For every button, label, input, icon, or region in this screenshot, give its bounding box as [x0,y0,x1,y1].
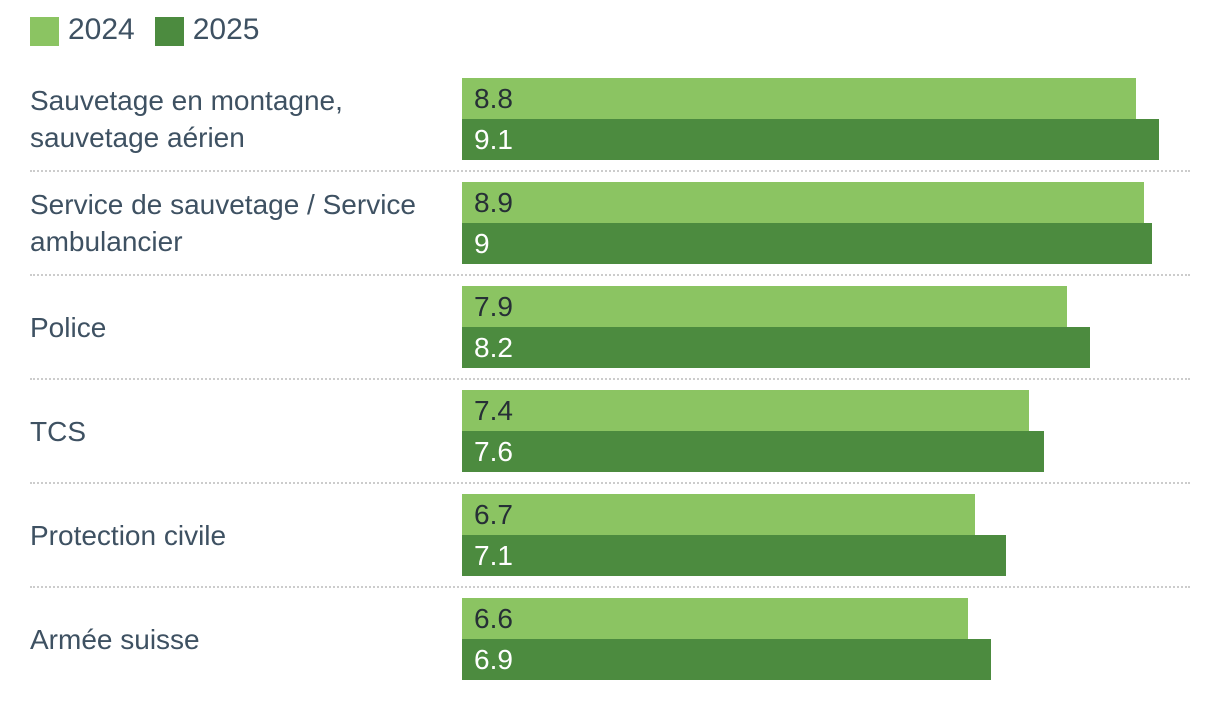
bar-2024: 6.6 [462,598,968,639]
bar-value-label: 8.2 [474,331,513,363]
bar-value-label: 9.1 [474,123,513,155]
bar-2025: 9 [462,223,1152,264]
category-label: TCS [30,415,86,447]
bar-2025: 7.1 [462,535,1007,576]
bar-2024: 7.4 [462,390,1030,431]
bar-2024: 8.9 [462,182,1145,223]
bars-group: 6.6 6.9 [462,598,1190,680]
bar-value-label: 8.9 [474,186,513,218]
chart-row: Protection civile 6.7 7.1 [30,484,1190,588]
bar-value-label: 7.4 [474,394,513,426]
bar-value-label: 9 [474,227,490,259]
chart-row: Sauvetage en montagne, sauvetage aérien 8… [30,68,1190,172]
chart-row: Armée suisse 6.6 6.9 [30,588,1190,690]
bar-2025: 6.9 [462,639,991,680]
bars-group: 8.8 9.1 [462,78,1190,160]
legend-swatch [154,16,184,46]
legend-label: 2025 [192,13,260,46]
bars-group: 6.7 7.1 [462,494,1190,576]
chart-rows: Sauvetage en montagne, sauvetage aérien 8… [0,68,1220,690]
chart-row: Service de sauvetage / Service ambulanci… [30,172,1190,276]
category-label: Sauvetage en montagne, sauvetage aérien [30,85,343,153]
category-label: Protection civile [30,519,227,551]
bars-group: 8.9 9 [462,182,1190,264]
legend: 2024 2025 [30,13,1220,47]
bar-value-label: 6.6 [474,602,513,634]
bar-value-label: 6.7 [474,498,513,530]
bar-value-label: 7.1 [474,539,513,571]
bar-2025: 9.1 [462,119,1160,160]
bar-value-label: 6.9 [474,643,513,675]
legend-item-2025: 2025 [154,13,260,47]
category-label: Service de sauvetage / Service ambulanci… [30,189,416,257]
bar-value-label: 7.9 [474,290,513,322]
bar-2024: 7.9 [462,286,1068,327]
chart-row: Police 7.9 8.2 [30,276,1190,380]
category-label: Police [30,311,107,343]
category-label: Armée suisse [30,623,200,655]
bars-group: 7.4 7.6 [462,390,1190,472]
legend-swatch [30,16,59,46]
chart-row: TCS 7.4 7.6 [30,380,1190,484]
bars-group: 7.9 8.2 [462,286,1190,368]
bar-2024: 8.8 [462,78,1137,119]
legend-item-2024: 2024 [30,15,135,47]
legend-label: 2024 [68,13,135,46]
bar-2024: 6.7 [462,494,976,535]
bar-2025: 8.2 [462,327,1091,368]
bar-value-label: 8.8 [474,82,513,114]
bar-2025: 7.6 [462,431,1045,472]
bar-value-label: 7.6 [474,435,513,467]
